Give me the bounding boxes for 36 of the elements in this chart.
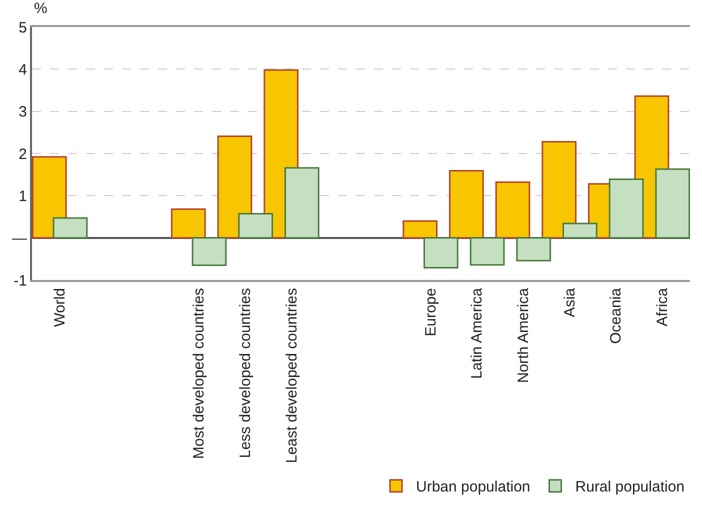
- legend-label: Urban population: [416, 478, 530, 496]
- bar: [192, 237, 227, 266]
- legend-label: Rural population: [575, 478, 685, 496]
- x-tick-label: North America: [515, 287, 532, 384]
- bar: [32, 156, 67, 239]
- x-tick-label: Africa: [654, 287, 672, 326]
- bar: [542, 140, 577, 239]
- bar: [516, 237, 552, 262]
- bar: [424, 237, 458, 269]
- x-tick-label: World: [52, 288, 69, 327]
- bar: [284, 167, 320, 239]
- y-tick-label: -1: [14, 272, 27, 290]
- y-axis-title: %: [34, 0, 48, 17]
- y-tick-label: —: [12, 230, 27, 248]
- bar: [402, 220, 438, 239]
- bar: [470, 237, 505, 266]
- y-tick-label: 1: [18, 188, 27, 205]
- y-tick-label: 2: [18, 146, 27, 163]
- x-tick-label: Asia: [561, 287, 578, 318]
- bar: [655, 168, 690, 239]
- y-tick-label: 5: [18, 19, 27, 36]
- bar: [608, 178, 644, 239]
- y-tick-label: 3: [18, 104, 27, 121]
- y-tick-label: 4: [18, 61, 27, 78]
- bar: [238, 213, 274, 239]
- x-tick-label: Europe: [422, 288, 440, 336]
- bar: [52, 217, 88, 239]
- x-tick-label: Latin America: [468, 287, 486, 379]
- bar: [495, 181, 530, 239]
- x-tick-label: Least developed countries: [283, 288, 300, 464]
- bar: [170, 208, 206, 239]
- x-tick-label: Less developed countries: [237, 288, 254, 458]
- bar: [448, 170, 484, 239]
- bar: [562, 222, 598, 239]
- x-tick-label: Most developed countries: [190, 288, 208, 459]
- x-tick-label: Oceania: [608, 287, 625, 344]
